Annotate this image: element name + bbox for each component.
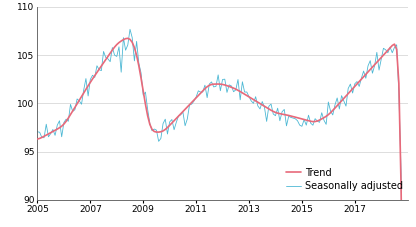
Trend: [101, 61, 106, 64]
Trend: [125, 37, 130, 40]
Seasonally adjusted: [128, 28, 133, 31]
Seasonally adjusted: [253, 95, 258, 98]
Line: Seasonally adjusted: Seasonally adjusted: [37, 29, 406, 227]
Trend: [247, 96, 252, 98]
Seasonally adjusted: [163, 118, 168, 121]
Trend: [163, 128, 168, 131]
Legend: Trend, Seasonally adjusted: Trend, Seasonally adjusted: [286, 168, 403, 191]
Trend: [330, 109, 335, 112]
Seasonally adjusted: [247, 95, 252, 98]
Seasonally adjusted: [35, 131, 40, 133]
Seasonally adjusted: [330, 114, 335, 116]
Seasonally adjusted: [143, 91, 148, 94]
Trend: [253, 99, 258, 102]
Seasonally adjusted: [101, 50, 106, 53]
Line: Trend: Trend: [37, 38, 406, 227]
Trend: [35, 138, 40, 140]
Trend: [143, 103, 148, 106]
